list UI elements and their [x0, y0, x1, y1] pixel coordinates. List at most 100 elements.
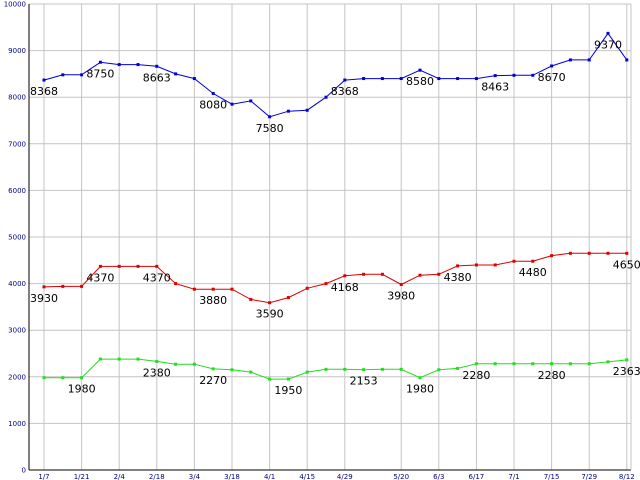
data-label: 8463	[481, 81, 509, 94]
series-line-1	[43, 32, 628, 118]
x-tick-label: 7/15	[544, 473, 560, 480]
data-point	[512, 73, 516, 77]
data-point	[531, 362, 535, 366]
data-label: 8368	[30, 85, 58, 98]
series-line-2	[43, 252, 627, 304]
data-point	[418, 68, 422, 72]
data-point	[362, 77, 366, 81]
data-point	[230, 368, 234, 372]
data-label: 4650	[613, 258, 640, 271]
x-tick-label: 5/20	[393, 473, 409, 480]
data-point	[174, 362, 178, 366]
data-point	[343, 78, 347, 82]
data-point	[268, 377, 272, 381]
y-tick-label: 8000	[8, 94, 26, 102]
data-point	[380, 367, 384, 371]
data-point	[418, 273, 422, 277]
data-point	[606, 251, 610, 255]
data-point	[98, 264, 102, 268]
data-label: 4370	[86, 271, 114, 284]
data-point	[192, 77, 196, 81]
x-tick-label: 1/21	[74, 473, 90, 480]
data-label: 4168	[331, 281, 359, 294]
data-point	[512, 362, 516, 366]
data-label: 2280	[538, 369, 566, 382]
data-point	[155, 64, 159, 68]
data-point	[61, 284, 65, 288]
data-point	[192, 362, 196, 366]
data-point	[380, 77, 384, 81]
y-tick-label: 2000	[8, 373, 26, 381]
data-point	[493, 74, 497, 78]
data-point	[456, 77, 460, 81]
data-point	[550, 64, 554, 68]
data-point	[625, 58, 629, 62]
data-point	[324, 282, 328, 286]
data-point	[324, 95, 328, 99]
y-tick-label: 1000	[8, 420, 26, 428]
data-label: 4380	[444, 271, 472, 284]
data-point	[211, 287, 215, 291]
y-tick-label: 3000	[8, 327, 26, 335]
x-tick-label: 3/4	[189, 473, 201, 480]
data-label: 1950	[274, 384, 302, 397]
data-label: 7580	[256, 122, 284, 135]
data-point	[550, 362, 554, 366]
data-point	[305, 108, 309, 112]
data-point	[211, 91, 215, 95]
data-point	[42, 285, 46, 289]
data-point	[117, 357, 121, 361]
data-point	[136, 357, 140, 361]
data-point	[305, 286, 309, 290]
data-labels: 8368 8750 8663 8080 7580 8368 8580 8463 8670 9370…	[30, 38, 640, 397]
data-point	[42, 376, 46, 380]
data-point	[98, 60, 102, 64]
data-point	[305, 370, 309, 374]
data-label: 8580	[406, 75, 434, 88]
data-point	[512, 259, 516, 263]
data-point	[531, 73, 535, 77]
data-label: 8750	[86, 67, 114, 80]
data-point	[418, 376, 422, 380]
data-point	[587, 362, 591, 366]
data-point	[474, 362, 478, 366]
data-point	[249, 370, 253, 374]
data-label: 2380	[143, 366, 171, 379]
x-tick-label: 6/3	[433, 473, 444, 480]
data-point	[80, 376, 84, 380]
data-point	[61, 73, 65, 77]
data-point	[98, 357, 102, 361]
data-point	[474, 77, 478, 81]
data-label: 3590	[256, 308, 284, 321]
data-point	[136, 63, 140, 67]
data-point	[192, 287, 196, 291]
data-point	[568, 58, 572, 62]
data-point	[474, 263, 478, 267]
data-point	[343, 274, 347, 278]
data-point	[568, 251, 572, 255]
data-label: 2363	[613, 365, 640, 378]
data-point	[42, 78, 46, 82]
data-label: 2280	[462, 369, 490, 382]
data-point	[625, 251, 629, 255]
data-point	[174, 282, 178, 286]
data-point	[437, 77, 441, 81]
data-label: 1980	[406, 383, 434, 396]
data-label: 3930	[30, 292, 58, 305]
data-label: 3980	[387, 290, 415, 303]
x-tick-label: 7/29	[581, 473, 597, 480]
y-tick-label: 0	[22, 467, 26, 475]
data-point	[61, 376, 65, 380]
data-point	[230, 287, 234, 291]
data-point	[80, 73, 84, 77]
data-label: 1980	[68, 383, 96, 396]
y-tick-label: 6000	[8, 187, 26, 195]
x-tick-label: 2/18	[149, 473, 165, 480]
series-line-3	[44, 358, 627, 380]
data-point	[268, 115, 272, 119]
data-point	[456, 264, 460, 268]
data-point	[568, 362, 572, 366]
x-tick-label: 4/1	[264, 473, 275, 480]
x-tick-label: 2/4	[114, 473, 126, 480]
data-point	[286, 377, 290, 381]
